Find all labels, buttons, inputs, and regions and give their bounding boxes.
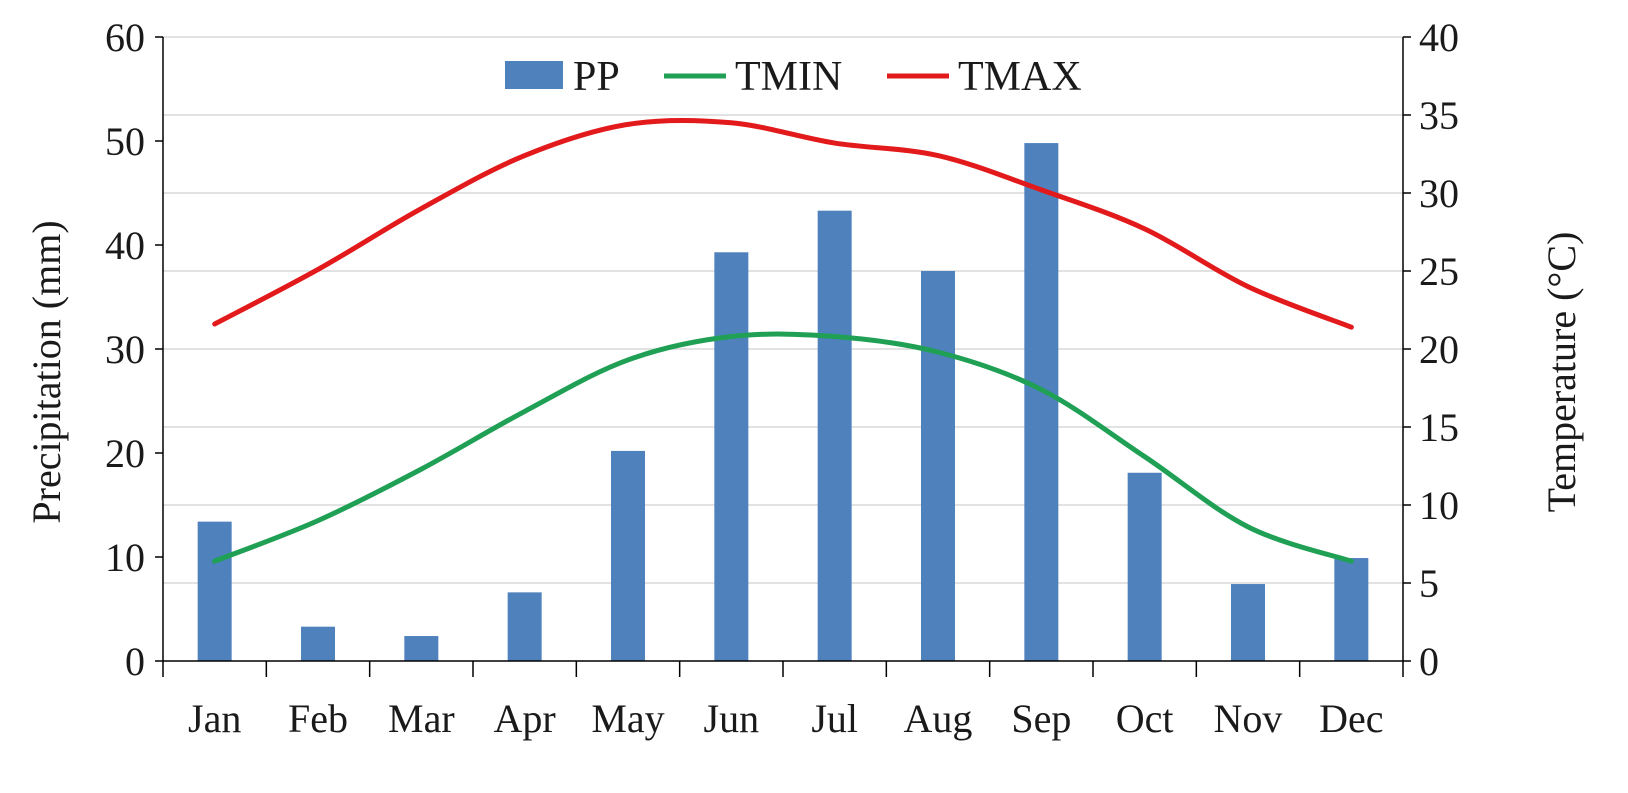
y-tick-label-right: 10 xyxy=(1419,483,1459,528)
line-tmin xyxy=(212,331,1354,564)
bar-pp-apr xyxy=(507,592,542,661)
y-tick-label-left: 10 xyxy=(105,535,145,580)
y-tick-label-right: 0 xyxy=(1419,639,1439,684)
bar-pp-jan xyxy=(197,521,232,661)
y-tick-label-left: 20 xyxy=(105,431,145,476)
y-tick-label-right: 5 xyxy=(1419,561,1439,606)
y-tick-label-left: 50 xyxy=(105,119,145,164)
legend-label-tmin: TMIN xyxy=(735,54,842,100)
y-tick-label-right: 40 xyxy=(1419,15,1459,60)
bar-pp-dec xyxy=(1334,558,1369,661)
x-tick-label-jul: Jul xyxy=(811,696,858,741)
legend-item-pp: PP xyxy=(505,54,620,100)
bar-pp-jul xyxy=(817,210,852,661)
bar-pp-oct xyxy=(1127,472,1162,661)
x-tick-label-feb: Feb xyxy=(288,696,348,741)
bar-pp-jun xyxy=(714,252,749,661)
y-tick-label-right: 30 xyxy=(1419,171,1459,216)
bars-pp xyxy=(197,143,1369,661)
x-tick-label-dec: Dec xyxy=(1319,696,1383,741)
x-tick-label-aug: Aug xyxy=(904,696,973,741)
x-tick-label-nov: Nov xyxy=(1214,696,1283,741)
legend: PP TMIN TMAX xyxy=(505,54,1082,100)
line-tmax xyxy=(212,117,1354,330)
x-tick-label-may: May xyxy=(591,696,664,741)
bar-pp-nov xyxy=(1231,584,1265,661)
y-tick-label-left: 40 xyxy=(105,223,145,268)
bar-pp-may xyxy=(611,450,645,661)
y-tick-label-left: 0 xyxy=(125,639,145,684)
y-tick-label-left: 60 xyxy=(105,15,145,60)
y-tick-label-right: 35 xyxy=(1419,93,1459,138)
legend-item-tmax: TMAX xyxy=(887,54,1082,100)
bar-pp-mar xyxy=(404,636,439,661)
legend-label-tmax: TMAX xyxy=(958,54,1082,100)
y-tick-label-right: 15 xyxy=(1419,405,1459,450)
bar-pp-aug xyxy=(921,271,955,661)
x-tick-label-oct: Oct xyxy=(1116,696,1174,741)
bar-pp-sep xyxy=(1024,143,1059,661)
y-tick-label-right: 20 xyxy=(1419,327,1459,372)
legend-item-tmin: TMIN xyxy=(664,54,842,100)
y-axis-title-left: Precipitation (mm) xyxy=(24,220,69,523)
x-tick-label-jan: Jan xyxy=(188,696,241,741)
x-tick-label-apr: Apr xyxy=(494,696,556,741)
temperature-lines xyxy=(212,117,1354,564)
y-axis-title-right: Temperature (°C) xyxy=(1539,232,1584,513)
axes xyxy=(155,36,1411,677)
x-tick-label-jun: Jun xyxy=(704,696,760,741)
legend-label-pp: PP xyxy=(573,54,620,100)
bar-pp-feb xyxy=(301,626,335,661)
legend-swatch-pp xyxy=(505,61,563,89)
x-tick-label-mar: Mar xyxy=(388,696,455,741)
tick-labels: 0 10 20 30 40 50 60 0 5 10 15 20 25 30 35 40 Jan Feb Mar Ap… xyxy=(105,15,1459,741)
x-tick-label-sep: Sep xyxy=(1011,696,1071,741)
y-tick-label-right: 25 xyxy=(1419,249,1459,294)
gridlines xyxy=(163,36,1403,584)
y-tick-label-left: 30 xyxy=(105,327,145,372)
